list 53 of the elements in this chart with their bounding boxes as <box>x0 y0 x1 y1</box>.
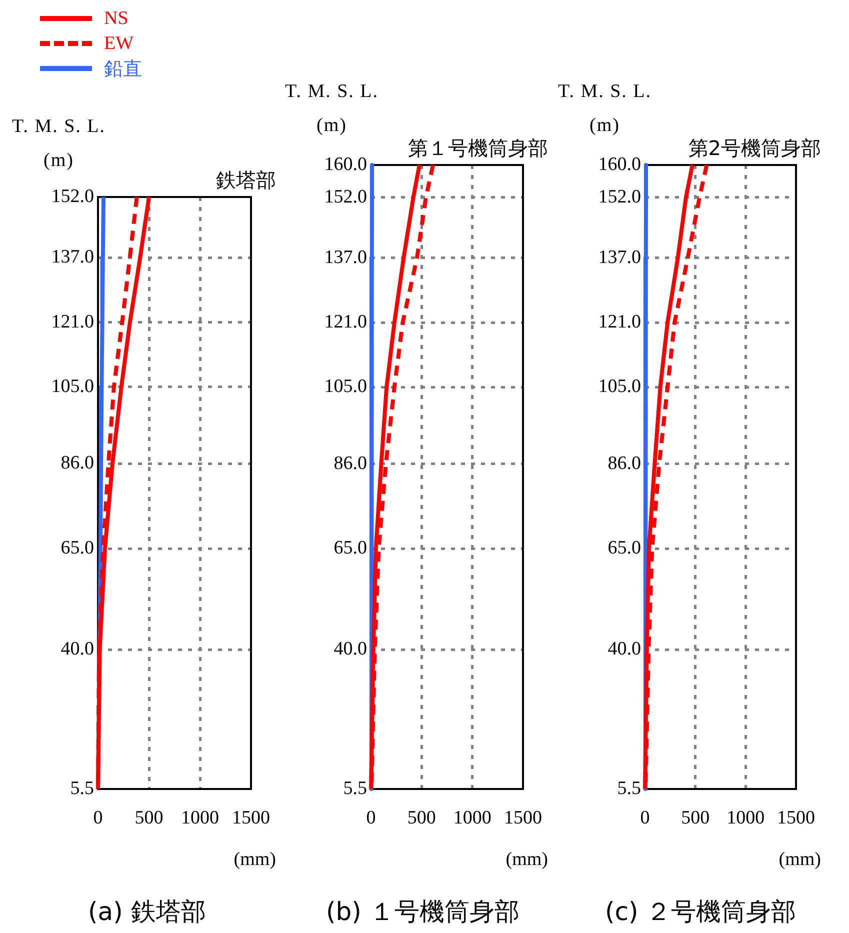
x-tick-label: 1000 <box>181 807 219 828</box>
y-tick-label: 5.5 <box>343 778 367 799</box>
y-tick-label: 86.0 <box>60 452 94 474</box>
legend-label: NS <box>104 8 128 30</box>
y-tick-label: 137.0 <box>598 246 641 268</box>
y-tick-label: 152.0 <box>598 186 641 208</box>
y-tick-label: 121.0 <box>324 312 367 332</box>
y-tick-label: 121.0 <box>598 312 641 332</box>
y-tick-label: 86.0 <box>608 452 641 474</box>
y-tick-label: 105.0 <box>324 376 367 398</box>
y-tick-label: 160.0 <box>598 154 641 175</box>
y-tick-label: 160.0 <box>324 154 367 175</box>
legend-label: 鉛直 <box>104 58 142 82</box>
y-tick-label: 121.0 <box>51 311 94 332</box>
text: (c) ２号機筒身部 <box>605 896 796 928</box>
x-tick-label: 1000 <box>453 807 492 828</box>
x-tick-label: 1500 <box>777 807 815 828</box>
x-tick-label: 500 <box>681 807 710 828</box>
x-axis-title: (mm) <box>506 849 548 871</box>
y-axis-title: T. M. S. L. (m) <box>12 115 106 173</box>
y-tick-label: 105.0 <box>598 376 641 398</box>
y-tick-label: 65.0 <box>608 538 641 559</box>
x-tick-label: 500 <box>134 807 164 828</box>
text: (b) １号機筒身部 <box>326 896 520 928</box>
y-tick-label: 5.5 <box>70 778 94 799</box>
y-tick-label: 5.5 <box>617 778 641 799</box>
chart-title: 第１号機筒身部 <box>408 135 548 162</box>
y-tick-label: 86.0 <box>334 452 367 474</box>
y-tick-label: 40.0 <box>608 638 641 660</box>
chart-title: 鉄塔部 <box>216 167 276 194</box>
y-axis-title: T. M. S. L. (m) <box>558 80 652 138</box>
y-tick-label: 137.0 <box>51 246 94 268</box>
legend-label: EW <box>104 32 134 54</box>
y-tick-label: 105.0 <box>51 376 94 397</box>
text: (a) 鉄塔部 <box>88 896 206 928</box>
x-tick-label: 0 <box>366 807 376 828</box>
x-axis-title: (mm) <box>234 849 276 871</box>
y-tick-label: 40.0 <box>334 638 367 660</box>
y-tick-label: 137.0 <box>324 246 367 268</box>
x-tick-label: 1500 <box>504 807 542 828</box>
x-axis-title: (mm) <box>778 849 821 871</box>
x-tick-label: 1500 <box>232 807 270 828</box>
y-tick-label: 65.0 <box>334 538 367 559</box>
y-tick-label: 152.0 <box>51 186 94 207</box>
y-tick-label: 152.0 <box>324 186 367 208</box>
x-tick-label: 0 <box>93 807 103 828</box>
chart-title: 第2号機筒身部 <box>688 135 821 162</box>
x-tick-label: 500 <box>407 807 436 828</box>
x-tick-label: 0 <box>640 807 650 828</box>
y-tick-label: 40.0 <box>60 638 94 660</box>
y-tick-label: 65.0 <box>60 538 94 559</box>
x-tick-label: 1000 <box>726 807 765 828</box>
y-axis-title: T. M. S. L. (m) <box>285 80 379 138</box>
